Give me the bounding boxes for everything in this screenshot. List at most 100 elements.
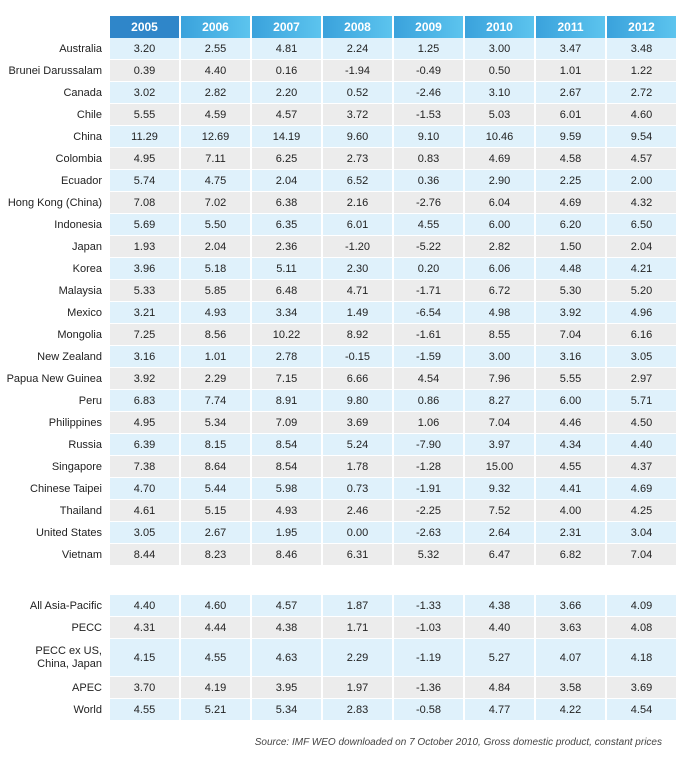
year-header-1: 2006 (181, 16, 250, 38)
row-label: Australia (2, 38, 108, 60)
value-cell: 5.27 (465, 639, 534, 677)
value-cell: 3.92 (110, 368, 179, 390)
value-cell: 1.50 (536, 236, 605, 258)
value-cell: 2.73 (323, 148, 392, 170)
row-label: Thailand (2, 500, 108, 522)
table-row: Peru 6.83 7.74 8.91 9.80 0.86 8.27 6.00 5.71 (2, 390, 676, 412)
value-cell: 3.47 (536, 38, 605, 60)
value-cell: 4.40 (181, 60, 250, 82)
value-cell: 5.50 (181, 214, 250, 236)
value-cell: 14.19 (252, 126, 321, 148)
value-cell: 0.50 (465, 60, 534, 82)
value-cell: 3.92 (536, 302, 605, 324)
section-gap (2, 566, 676, 595)
table-row: Chinese Taipei 4.70 5.44 5.98 0.73 -1.91 9.32 4… (2, 478, 676, 500)
table-row: Indonesia 5.69 5.50 6.35 6.01 4.55 6.00 6.20 6.5… (2, 214, 676, 236)
value-cell: 4.40 (607, 434, 676, 456)
value-cell: 2.55 (181, 38, 250, 60)
table-row: Thailand 4.61 5.15 4.93 2.46 -2.25 7.52 4.00 4.2… (2, 500, 676, 522)
value-cell: 5.03 (465, 104, 534, 126)
row-label: Peru (2, 390, 108, 412)
table-row: All Asia-Pacific 4.40 4.60 4.57 1.87 -1.33 4.3… (2, 595, 676, 617)
value-cell: 7.08 (110, 192, 179, 214)
value-cell: 8.54 (252, 456, 321, 478)
value-cell: 4.38 (252, 617, 321, 639)
value-cell: 3.69 (323, 412, 392, 434)
value-cell: 4.93 (181, 302, 250, 324)
value-cell: -1.61 (394, 324, 463, 346)
value-cell: 7.25 (110, 324, 179, 346)
table-row: Vietnam 8.44 8.23 8.46 6.31 5.32 6.47 6.82 7.04 (2, 544, 676, 566)
table-row: United States 3.05 2.67 1.95 0.00 -2.63 2.64 2.… (2, 522, 676, 544)
row-label: Canada (2, 82, 108, 104)
year-header-5: 2010 (465, 16, 534, 38)
row-label: Philippines (2, 412, 108, 434)
row-label: Colombia (2, 148, 108, 170)
value-cell: 4.57 (607, 148, 676, 170)
row-label: World (2, 699, 108, 721)
value-cell: 10.46 (465, 126, 534, 148)
value-cell: -7.90 (394, 434, 463, 456)
value-cell: 2.83 (323, 699, 392, 721)
value-cell: 0.39 (110, 60, 179, 82)
year-header-row: 2005 2006 2007 2008 2009 2010 2011 2012 (2, 16, 676, 38)
value-cell: 4.37 (607, 456, 676, 478)
table-row: Ecuador 5.74 4.75 2.04 6.52 0.36 2.90 2.25 2.00 (2, 170, 676, 192)
value-cell: 9.60 (323, 126, 392, 148)
value-cell: 3.69 (607, 677, 676, 699)
value-cell: 2.78 (252, 346, 321, 368)
value-cell: 2.00 (607, 170, 676, 192)
row-label: Malaysia (2, 280, 108, 302)
value-cell: 7.15 (252, 368, 321, 390)
value-cell: 4.34 (536, 434, 605, 456)
value-cell: -1.53 (394, 104, 463, 126)
gdp-growth-table: 2005 2006 2007 2008 2009 2010 2011 2012 Austral… (0, 16, 678, 721)
value-cell: 6.25 (252, 148, 321, 170)
table-body: Australia 3.20 2.55 4.81 2.24 1.25 3.00 3.47 3.4… (2, 38, 676, 721)
value-cell: 4.50 (607, 412, 676, 434)
value-cell: 2.04 (252, 170, 321, 192)
value-cell: 7.52 (465, 500, 534, 522)
value-cell: 6.04 (465, 192, 534, 214)
year-header-0: 2005 (110, 16, 179, 38)
value-cell: 3.96 (110, 258, 179, 280)
table-row: Korea 3.96 5.18 5.11 2.30 0.20 6.06 4.48 4.21 (2, 258, 676, 280)
value-cell: 2.67 (536, 82, 605, 104)
value-cell: 4.08 (607, 617, 676, 639)
value-cell: 3.10 (465, 82, 534, 104)
value-cell: 5.15 (181, 500, 250, 522)
value-cell: 9.54 (607, 126, 676, 148)
row-label: Chinese Taipei (2, 478, 108, 500)
value-cell: 8.55 (465, 324, 534, 346)
value-cell: 4.18 (607, 639, 676, 677)
value-cell: 6.20 (536, 214, 605, 236)
row-label: Singapore (2, 456, 108, 478)
value-cell: 3.04 (607, 522, 676, 544)
value-cell: 6.16 (607, 324, 676, 346)
value-cell: 3.21 (110, 302, 179, 324)
source-note: Source: IMF WEO downloaded on 7 October … (254, 737, 662, 748)
gdp-table-container: 2005 2006 2007 2008 2009 2010 2011 2012 Austral… (0, 16, 692, 721)
value-cell: 3.95 (252, 677, 321, 699)
value-cell: 4.25 (607, 500, 676, 522)
value-cell: 4.54 (394, 368, 463, 390)
value-cell: -1.03 (394, 617, 463, 639)
value-cell: 3.00 (465, 38, 534, 60)
value-cell: 8.91 (252, 390, 321, 412)
value-cell: 0.83 (394, 148, 463, 170)
value-cell: 0.20 (394, 258, 463, 280)
value-cell: 6.82 (536, 544, 605, 566)
value-cell: 3.20 (110, 38, 179, 60)
value-cell: -6.54 (394, 302, 463, 324)
value-cell: 12.69 (181, 126, 250, 148)
value-cell: 4.77 (465, 699, 534, 721)
value-cell: 0.00 (323, 522, 392, 544)
value-cell: -0.58 (394, 699, 463, 721)
value-cell: 3.97 (465, 434, 534, 456)
value-cell: 4.60 (181, 595, 250, 617)
value-cell: 4.40 (465, 617, 534, 639)
value-cell: 4.98 (465, 302, 534, 324)
value-cell: 0.73 (323, 478, 392, 500)
value-cell: 7.04 (465, 412, 534, 434)
value-cell: -1.19 (394, 639, 463, 677)
